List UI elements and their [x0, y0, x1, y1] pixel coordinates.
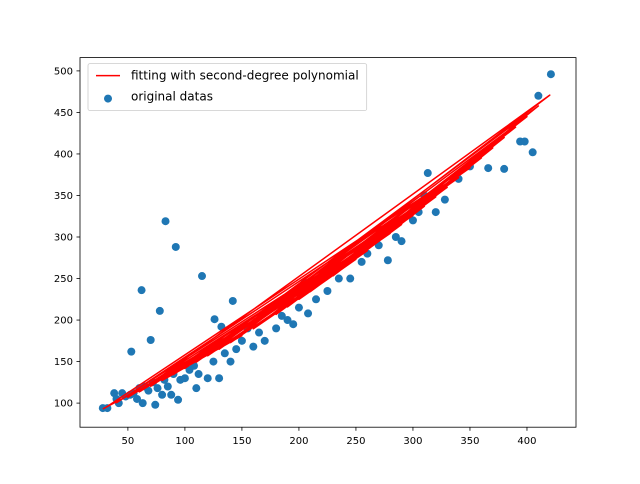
scatter-point — [146, 335, 155, 344]
scatter-point — [423, 169, 432, 178]
legend-label: fitting with second-degree polynomial — [131, 69, 359, 83]
scatter-point — [161, 217, 170, 226]
scatter-point — [534, 91, 543, 100]
scatter-point — [431, 208, 440, 217]
scatter-point — [500, 164, 509, 173]
scatter-point — [180, 374, 189, 383]
scatter-point — [194, 370, 203, 379]
y-tick-label: 400 — [54, 149, 73, 160]
y-tick-label: 250 — [54, 274, 73, 285]
scatter-point — [283, 316, 292, 325]
scatter-point — [528, 148, 537, 157]
scatter-point — [277, 311, 286, 320]
scatter-point — [220, 349, 229, 358]
legend-box — [87, 63, 368, 111]
x-tick-label: 150 — [232, 436, 251, 447]
scatter-point — [167, 390, 176, 399]
scatter-point — [391, 233, 400, 242]
fit-line — [102, 94, 551, 410]
y-tick-label: 200 — [54, 316, 73, 327]
x-tick-label: 300 — [403, 436, 422, 447]
scatter-point — [226, 357, 235, 366]
scatter-point — [163, 382, 172, 391]
scatter-point — [484, 164, 493, 173]
scatter-point — [209, 357, 218, 366]
scatter-point — [237, 336, 246, 345]
scatter-point — [228, 296, 237, 305]
scatter-point — [520, 137, 529, 146]
scatter-point — [346, 274, 355, 283]
scatter-point — [249, 342, 258, 351]
scatter-point — [192, 384, 201, 393]
legend-label: original datas — [131, 90, 213, 104]
legend-marker — [104, 94, 112, 103]
scatter-point — [144, 386, 153, 395]
scatter-point — [440, 195, 449, 204]
scatter-point — [127, 347, 136, 356]
x-tick-label: 400 — [517, 436, 536, 447]
scatter-point — [198, 272, 207, 281]
axes-frame — [79, 57, 577, 428]
y-tick-label: 100 — [54, 399, 73, 410]
scatter-point — [323, 286, 332, 295]
scatter-point — [408, 216, 417, 225]
x-tick-label: 200 — [289, 436, 308, 447]
scatter-point — [133, 394, 142, 403]
y-tick-label: 450 — [54, 108, 73, 119]
scatter-point — [137, 286, 146, 295]
scatter-point — [171, 242, 180, 251]
scatter-point — [232, 345, 241, 354]
scatter-point — [289, 320, 298, 329]
scatter-point — [294, 303, 303, 312]
y-tick-label: 350 — [54, 191, 73, 202]
scatter-point — [138, 399, 147, 408]
scatter-point — [153, 384, 162, 393]
y-tick-label: 500 — [54, 66, 73, 77]
scatter-point — [304, 309, 313, 318]
scatter-point — [174, 395, 183, 404]
x-tick-label: 350 — [460, 436, 479, 447]
scatter-point — [158, 390, 167, 399]
scatter-point — [334, 274, 343, 283]
scatter-point — [215, 374, 224, 383]
y-tick-label: 150 — [54, 357, 73, 368]
scatter-point — [255, 328, 264, 337]
scatter-point — [151, 400, 160, 409]
x-tick-label: 50 — [122, 436, 135, 447]
scatter-point — [383, 256, 392, 265]
scatter-point — [546, 70, 555, 79]
scatter-point — [357, 257, 366, 266]
scatter-point — [397, 237, 406, 246]
x-tick-label: 100 — [175, 436, 194, 447]
scatter-point — [155, 306, 164, 315]
x-tick-label: 250 — [346, 436, 365, 447]
scatter-point — [210, 315, 219, 324]
scatter-point — [312, 295, 321, 304]
y-tick-label: 300 — [54, 233, 73, 244]
scatter-point — [272, 324, 281, 333]
scatter-point — [203, 374, 212, 383]
scatter-point — [260, 336, 269, 345]
